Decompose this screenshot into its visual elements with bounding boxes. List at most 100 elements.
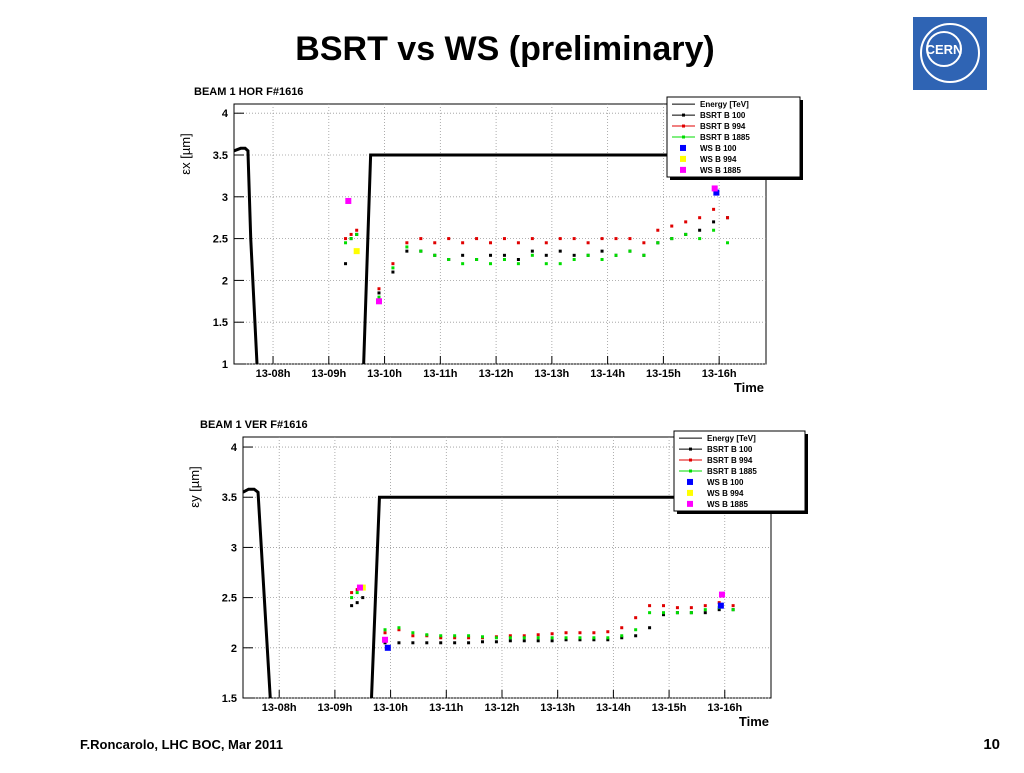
page-number: 10: [983, 736, 1000, 753]
bsrt-marker: [558, 262, 562, 266]
bsrt-marker: [447, 237, 451, 241]
bsrt-marker: [419, 237, 423, 241]
bsrt-marker: [634, 628, 638, 632]
bsrt-marker: [536, 636, 540, 640]
bsrt-marker: [614, 237, 618, 241]
bsrt-marker: [586, 241, 590, 245]
x-axis-label: Time: [734, 380, 764, 395]
bsrt-marker: [361, 596, 365, 600]
bsrt-marker: [383, 641, 387, 645]
bsrt-marker: [355, 232, 359, 236]
bsrt-marker: [516, 257, 520, 261]
bsrt-marker: [642, 241, 646, 245]
bsrt-marker: [508, 634, 512, 638]
bsrt-marker: [689, 611, 693, 615]
bsrt-marker: [530, 253, 534, 257]
bsrt-marker: [578, 631, 582, 635]
x-axis-label: Time: [739, 714, 769, 729]
bsrt-marker: [684, 220, 688, 224]
y-axis-label: εx [µm]: [178, 133, 193, 174]
y-tick-label: 1.5: [222, 693, 237, 705]
bsrt-marker: [355, 601, 359, 605]
y-tick-label: 2: [231, 643, 237, 655]
bsrt-marker: [620, 634, 624, 638]
ws-marker: [384, 644, 391, 651]
bsrt-marker: [489, 241, 493, 245]
bsrt-marker: [600, 249, 604, 253]
bsrt-marker: [467, 641, 471, 645]
bsrt-marker: [592, 631, 596, 635]
bsrt-marker: [411, 641, 415, 645]
bsrt-marker: [489, 253, 493, 257]
bsrt-marker: [628, 249, 632, 253]
bsrt-marker: [703, 608, 707, 612]
bsrt-marker: [726, 241, 730, 245]
legend-label: WS B 1885: [700, 166, 741, 175]
bsrt-marker: [433, 241, 437, 245]
logo-box: [913, 17, 987, 90]
bsrt-marker: [439, 634, 443, 638]
bsrt-marker: [391, 270, 395, 274]
bsrt-marker: [461, 241, 465, 245]
bsrt-marker: [377, 295, 381, 299]
bsrt-marker: [600, 237, 604, 241]
x-tick-label: 13-08h: [262, 702, 297, 714]
x-tick-label: 13-13h: [534, 368, 569, 380]
bsrt-marker: [502, 257, 506, 261]
ws-marker: [717, 602, 724, 609]
bsrt-marker: [592, 638, 596, 642]
y-tick-label: 2: [222, 275, 228, 287]
ws-marker: [718, 591, 725, 598]
bsrt-marker: [433, 253, 437, 257]
bsrt-marker: [489, 262, 493, 266]
legend-swatch: [689, 458, 692, 462]
chart: BEAM 1 VER F#1616 εy [µm] Time 13-08h 13-09h…: [187, 419, 808, 729]
bsrt-marker: [544, 262, 548, 266]
bsrt-marker: [606, 636, 610, 640]
legend-swatch: [689, 469, 692, 473]
x-tick-label: 13-15h: [652, 702, 687, 714]
legend-label: WS B 100: [707, 478, 744, 487]
bsrt-marker: [453, 641, 457, 645]
bsrt-marker: [349, 232, 353, 236]
bsrt-marker: [480, 640, 484, 644]
legend-label: BSRT B 100: [700, 111, 746, 120]
bsrt-marker: [475, 257, 479, 261]
bsrt-marker: [508, 639, 512, 643]
plot-marks: [234, 146, 766, 364]
bsrt-marker: [467, 634, 471, 638]
x-tick-label: 13-08h: [256, 368, 291, 380]
x-tick-label: 13-11h: [429, 702, 464, 714]
bsrt-marker: [675, 606, 679, 610]
bsrt-marker: [344, 262, 348, 266]
bsrt-marker: [648, 611, 652, 615]
bsrt-marker: [516, 241, 520, 245]
bsrt-marker: [350, 604, 354, 608]
bsrt-marker: [698, 216, 702, 220]
bsrt-marker: [383, 631, 387, 635]
x-tick-label: 13-10h: [373, 702, 408, 714]
bsrt-marker: [648, 604, 652, 608]
legend-label: BSRT B 1885: [700, 133, 750, 142]
y-axis-label: εy [µm]: [187, 466, 202, 507]
bsrt-marker: [344, 237, 348, 241]
bsrt-marker: [572, 253, 576, 257]
x-tick-label: 13-10h: [367, 368, 402, 380]
x-tick-label: 13-14h: [590, 368, 625, 380]
bsrt-marker: [425, 641, 429, 645]
legend-swatch: [687, 489, 693, 496]
bsrt-marker: [425, 633, 429, 637]
bsrt-marker: [516, 262, 520, 266]
y-tick-label: 3.5: [222, 492, 237, 504]
bsrt-marker: [689, 606, 693, 610]
bsrt-marker: [620, 626, 624, 630]
bsrt-marker: [578, 636, 582, 640]
bsrt-marker: [355, 228, 359, 232]
ws-marker: [375, 298, 382, 305]
bsrt-marker: [564, 638, 568, 642]
bsrt-marker: [405, 245, 409, 249]
bsrt-marker: [670, 237, 674, 241]
bsrt-marker: [350, 596, 354, 600]
legend-swatch: [689, 447, 692, 451]
